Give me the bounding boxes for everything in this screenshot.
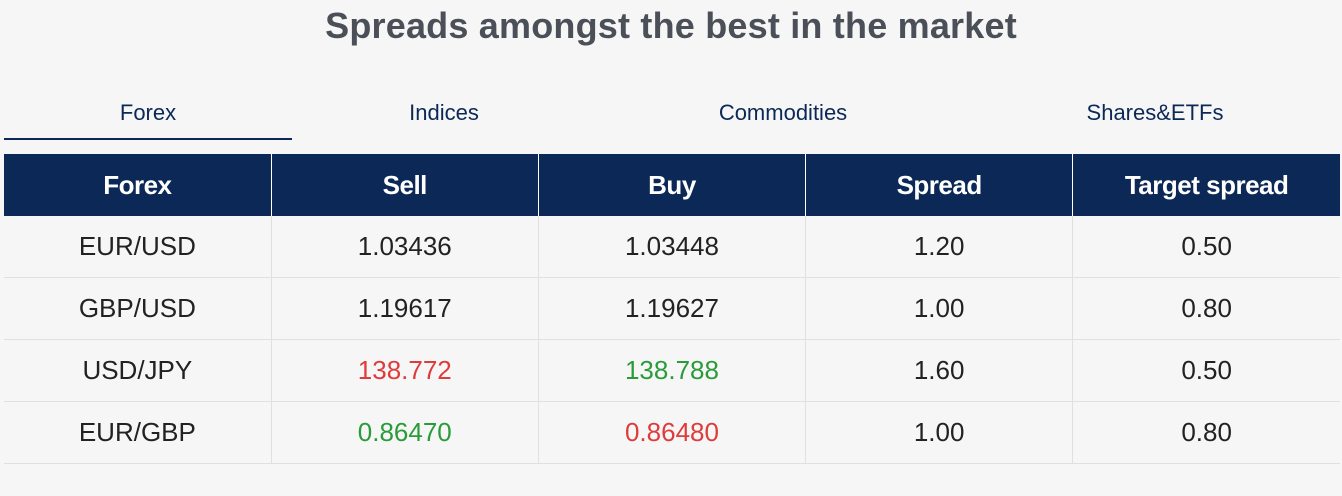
buy-price-cell: 0.86480 — [537, 401, 806, 464]
table-row: EUR/USD 1.03436 1.03448 1.20 0.50 — [4, 216, 1340, 278]
spread-cell: 1.00 — [805, 277, 1073, 340]
sell-price-cell: 1.19617 — [270, 277, 539, 340]
sell-price-cell: 1.03436 — [270, 216, 539, 278]
spread-cell: 1.60 — [805, 339, 1073, 402]
buy-price-cell: 1.03448 — [537, 216, 806, 278]
spreads-table: Forex Sell Buy Spread Target spread EUR/… — [4, 154, 1340, 464]
tab-forex[interactable]: Forex — [4, 88, 292, 140]
spread-cell: 1.20 — [805, 216, 1073, 278]
instrument-cell: GBP/USD — [4, 277, 272, 340]
tab-commodities[interactable]: Commodities — [718, 100, 848, 125]
column-header-target-spread: Target spread — [1072, 154, 1340, 216]
tab-shares-etfs[interactable]: Shares&ETFs — [1086, 100, 1224, 125]
buy-price-cell: 138.788 — [537, 339, 806, 402]
buy-price-cell: 1.19627 — [537, 277, 806, 340]
column-header-buy: Buy — [537, 154, 806, 216]
target-spread-cell: 0.50 — [1072, 216, 1340, 278]
table-row: GBP/USD 1.19617 1.19627 1.00 0.80 — [4, 277, 1340, 340]
table-row: USD/JPY 138.772 138.788 1.60 0.50 — [4, 339, 1340, 402]
target-spread-cell: 0.80 — [1072, 277, 1340, 340]
column-header-forex: Forex — [4, 154, 272, 216]
sell-price-cell: 0.86470 — [270, 401, 539, 464]
instrument-cell: EUR/GBP — [4, 401, 272, 464]
table-header-row: Forex Sell Buy Spread Target spread — [4, 154, 1340, 216]
page-title: Spreads amongst the best in the market — [325, 5, 1017, 46]
instrument-cell: USD/JPY — [4, 339, 272, 402]
target-spread-cell: 0.50 — [1072, 339, 1340, 402]
sell-price-cell: 138.772 — [270, 339, 539, 402]
column-header-spread: Spread — [805, 154, 1073, 216]
tab-indices[interactable]: Indices — [409, 100, 479, 125]
instrument-cell: EUR/USD — [4, 216, 272, 278]
instrument-tabs: Forex Indices Commodities Shares&ETFs — [4, 88, 1338, 142]
table-row: EUR/GBP 0.86470 0.86480 1.00 0.80 — [4, 401, 1340, 464]
column-header-sell: Sell — [270, 154, 539, 216]
spread-cell: 1.00 — [805, 401, 1073, 464]
target-spread-cell: 0.80 — [1072, 401, 1340, 464]
